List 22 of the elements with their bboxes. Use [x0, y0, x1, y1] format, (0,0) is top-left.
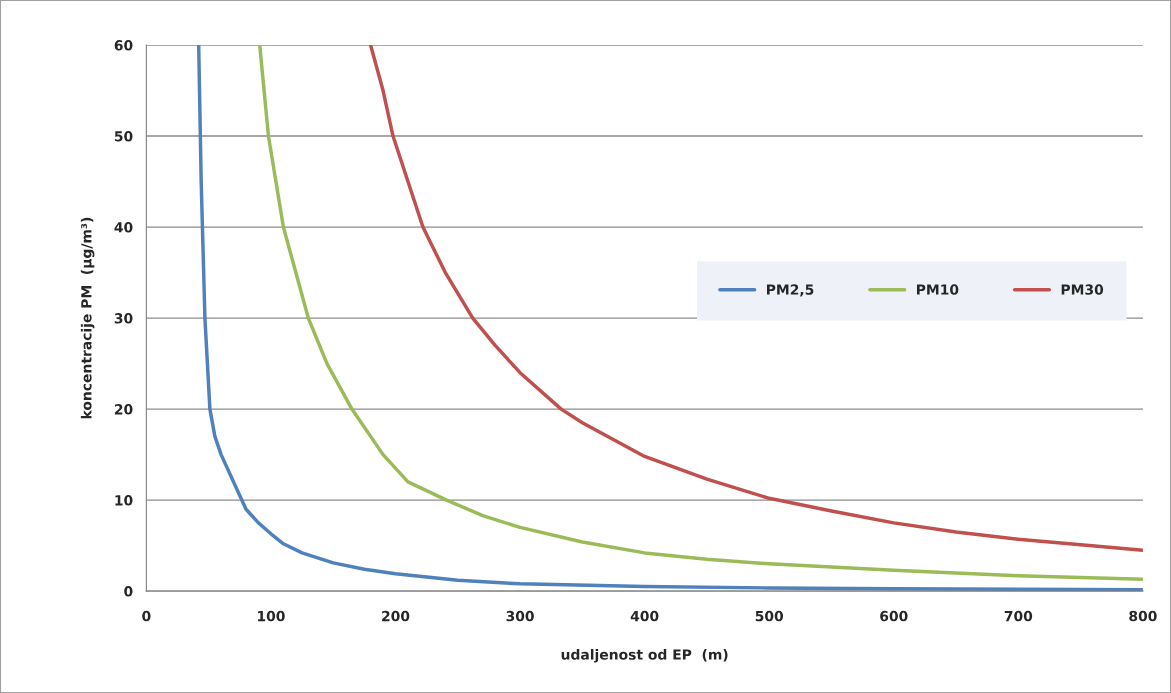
legend-label: PM10 [916, 284, 959, 295]
x-tick-label: 700 [1004, 610, 1033, 622]
line-series [368, 45, 1143, 552]
y-axis-title: koncentracije PM (µg/m³) [80, 217, 95, 419]
legend-label: PM30 [1061, 284, 1104, 295]
x-tick-label: 400 [630, 610, 659, 622]
y-tick-label: 0 [124, 586, 133, 597]
x-axis-title: udaljenost od EP (m) [561, 649, 728, 663]
x-tick-label: 100 [258, 610, 285, 622]
x-tick-label: 0 [142, 610, 151, 622]
y-tick-label: 60 [114, 40, 133, 51]
x-tick-label: 200 [382, 610, 410, 622]
y-tick-label: 10 [115, 495, 133, 506]
x-tick-label: 600 [880, 610, 908, 622]
y-tick-label: 30 [114, 313, 133, 324]
legend-label: PM2,5 [767, 284, 814, 297]
x-tick-label: 500 [755, 610, 784, 622]
y-tick-label: 40 [114, 222, 133, 233]
y-tick-label: 50 [114, 131, 133, 142]
y-tick-label: 20 [114, 404, 133, 415]
x-tick-label: 800 [1129, 610, 1157, 622]
x-tick-label: 300 [506, 610, 534, 622]
